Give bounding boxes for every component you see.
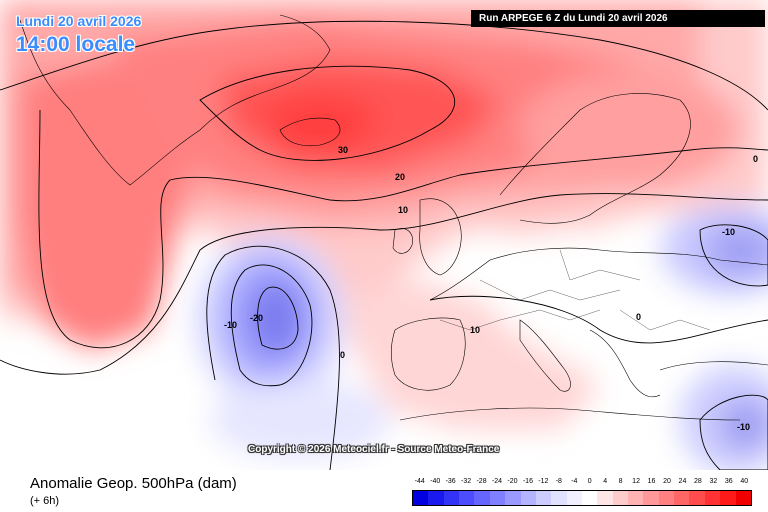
legend-swatch [674,491,690,505]
anomaly-field [0,0,768,470]
contour-label: 0 [753,154,758,164]
legend-swatch [535,491,552,505]
legend-swatch [459,491,475,505]
legend-swatch [428,491,444,505]
legend-label: 40 [740,478,749,485]
legend-label: 20 [663,478,671,485]
contour-label: 30 [338,145,348,155]
legend-label: 36 [724,478,733,485]
legend-swatch [413,491,429,505]
legend-label: -36 [445,478,456,485]
legend-label: 4 [603,478,608,485]
legend-swatch [520,491,536,505]
legend-label: -44 [414,478,425,485]
legend-swatch [551,491,567,505]
forecast-time: 14:00 locale [16,33,136,56]
legend-swatch [443,491,460,505]
legend-swatch [489,491,506,505]
legend-swatch [597,491,613,505]
run-info-banner: Run ARPEGE 6 Z du Lundi 20 avril 2026 [471,10,765,27]
copyright-notice: Copyright © 2026 Meteociel.fr - Source M… [248,444,500,455]
legend-label: 0 [587,478,592,485]
legend-swatch [581,491,598,505]
legend-swatch [474,491,490,505]
legend-label: 16 [647,478,656,485]
legend-swatch [704,491,721,505]
legend-swatch [720,491,736,505]
legend-label: -16 [522,478,533,485]
anomaly-map: 30 20 10 10 0 -10 -20 0 -10 0 -10 [0,0,768,470]
map-title: Anomalie Geop. 500hPa (dam) [30,475,237,492]
legend-swatch [658,491,675,505]
contour-label: -20 [250,313,263,323]
legend-label: -24 [491,478,503,485]
footer-bar: Anomalie Geop. 500hPa (dam) (+ 6h) -44 -4… [0,470,768,512]
legend-swatch [566,491,582,505]
legend-swatch [735,491,751,505]
contour-label: 20 [395,172,405,182]
legend-label: -32 [461,478,472,485]
legend-swatch [689,491,705,505]
contour-label: 10 [398,205,408,215]
legend-label: -8 [555,478,562,485]
legend-label: -4 [571,478,578,485]
legend-label: 28 [694,478,702,485]
legend-label: -40 [430,478,441,485]
legend-label: -12 [538,478,549,485]
legend-swatch [628,491,644,505]
legend-bar [412,490,752,506]
forecast-offset: (+ 6h) [30,495,60,507]
legend-label: 12 [632,478,640,485]
contour-label: 0 [636,312,641,322]
color-legend: -44 -40 -36 -32 -28 -24 -20 -16 -12 -8 -4 0 4 8 12 16 20… [412,478,752,506]
contour-label: 10 [470,325,480,335]
forecast-date: Lundi 20 avril 2026 [16,13,142,29]
contour-labels: 30 20 10 10 0 -10 -20 0 -10 0 -10 [224,145,758,432]
legend-label: -20 [507,478,518,485]
legend-label: 24 [678,478,687,485]
coastlines [19,14,768,421]
legend-swatch [612,491,629,505]
contour-label: 0 [340,350,345,360]
legend-label: 32 [709,478,718,485]
legend-labels: -44 -40 -36 -32 -28 -24 -20 -16 -12 -8 -4 0 4 8 12 16 20… [412,478,752,490]
legend-swatch [643,491,659,505]
country-borders [439,249,711,331]
contour-label: -10 [722,227,735,237]
legend-swatch [505,491,521,505]
contour-label: -10 [224,320,237,330]
legend-label: 8 [618,478,623,485]
contour-label: -10 [737,422,750,432]
legend-label: -28 [476,478,487,485]
